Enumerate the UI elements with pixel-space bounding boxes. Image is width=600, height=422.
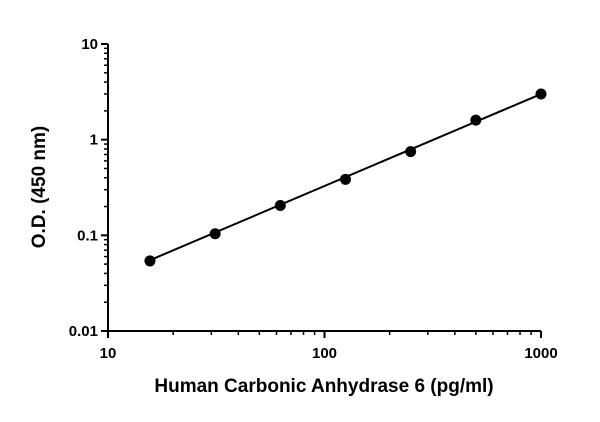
x-tick-label: 1000	[524, 345, 557, 362]
x-tick-label: 100	[312, 345, 337, 362]
data-points	[144, 88, 547, 267]
axes	[107, 44, 541, 332]
y-tick-label: 0.1	[77, 227, 98, 244]
x-axis-title: Human Carbonic Anhydrase 6 (pg/ml)	[154, 376, 493, 397]
y-tick-label: 0.01	[69, 323, 98, 340]
tick-labels: 0.01 0.1 1 10 10 100 1000	[69, 36, 558, 362]
ticks	[101, 43, 542, 338]
data-point	[144, 255, 156, 267]
y-tick-label: 1	[90, 132, 98, 149]
y-axis-title: O.D. (450 nm)	[29, 126, 50, 248]
y-tick-label: 10	[81, 36, 98, 53]
data-point	[535, 88, 547, 100]
data-point	[339, 173, 351, 185]
data-point	[405, 146, 417, 158]
data-point	[470, 114, 482, 126]
x-tick-label: 10	[100, 345, 117, 362]
data-point	[209, 228, 221, 240]
data-point	[274, 200, 286, 212]
